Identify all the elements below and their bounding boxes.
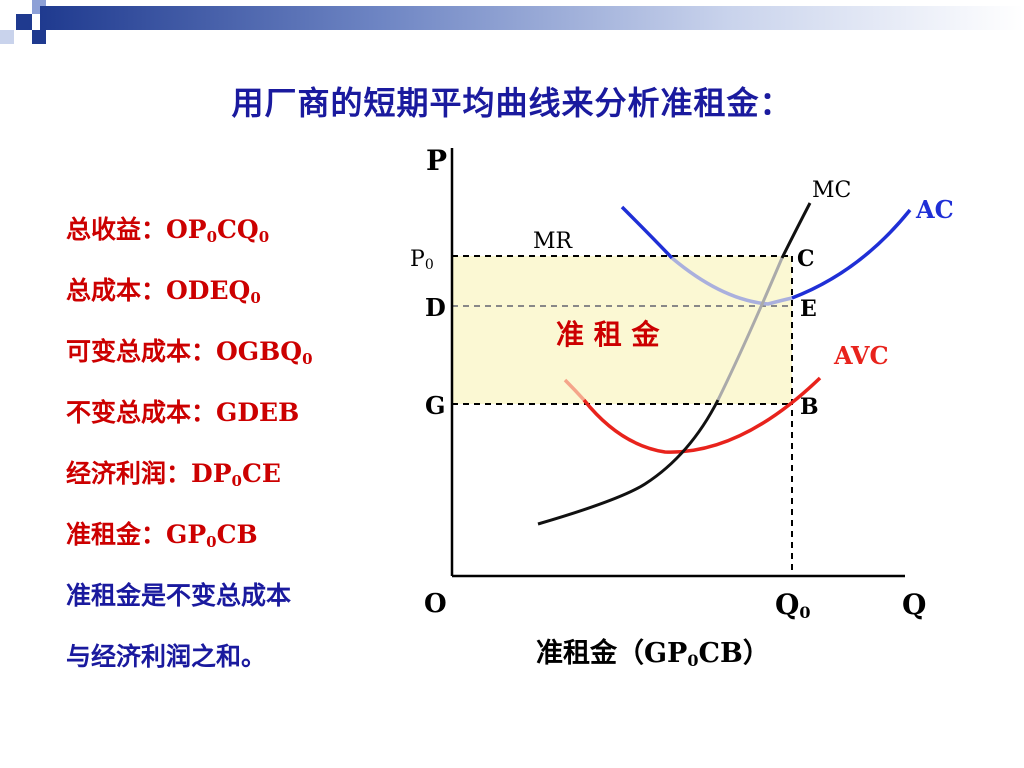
- line-quasi-rent: 准租金：GP0CB: [66, 520, 258, 551]
- d-label: D: [425, 293, 446, 322]
- origin-label: O: [424, 589, 447, 619]
- corner-square-light: [0, 30, 14, 44]
- ac-curve-left: [620, 205, 674, 260]
- diagram-caption: 准租金（GP0CB）: [536, 637, 770, 670]
- quasi-rent-region: [452, 256, 792, 404]
- q0-label: Q0: [775, 588, 811, 622]
- ac-curve-right: [791, 208, 912, 300]
- ac-label: AC: [915, 195, 954, 224]
- mr-label: MR: [533, 229, 574, 254]
- mc-curve-faded: [716, 257, 784, 401]
- axis-x-label: Q: [902, 588, 926, 621]
- slide-title: 用厂商的短期平均曲线来分析准租金：: [231, 84, 793, 122]
- header-band: [40, 6, 1024, 30]
- b-label: B: [800, 394, 819, 420]
- axis-y-label: P: [426, 144, 447, 177]
- line-total-revenue: 总收益：OP0CQ0: [66, 215, 270, 246]
- line-fixed-cost: 不变总成本：GDEB: [66, 398, 300, 427]
- avc-curve-faded: [563, 378, 586, 402]
- p0-label: P0: [410, 247, 434, 273]
- mc-label: MC: [812, 178, 851, 203]
- c-label: C: [797, 246, 815, 272]
- avc-curve: [582, 376, 822, 454]
- avc-label: AVC: [833, 341, 889, 370]
- quasi-rent-region-label: 准 租 金: [556, 318, 660, 351]
- corner-square-dark-2: [32, 30, 46, 44]
- line-economic-profit: 经济利润：DP0CE: [66, 459, 281, 490]
- mc-curve-lower: [537, 399, 720, 526]
- corner-square-dark: [16, 14, 32, 30]
- formula-list: 总收益：OP0CQ0 总成本：ODEQ0 可变总成本：OGBQ0 不变总成本：G…: [66, 210, 406, 698]
- conclusion-line-1: 准租金是不变总成本: [66, 581, 292, 610]
- g-label: G: [425, 391, 446, 420]
- conclusion-line-2: 与经济利润之和。: [66, 642, 267, 671]
- mc-curve-upper: [780, 202, 812, 259]
- line-total-cost: 总成本：ODEQ0: [66, 276, 261, 307]
- e-label: E: [800, 296, 817, 322]
- line-variable-cost: 可变总成本：OGBQ0: [66, 337, 313, 368]
